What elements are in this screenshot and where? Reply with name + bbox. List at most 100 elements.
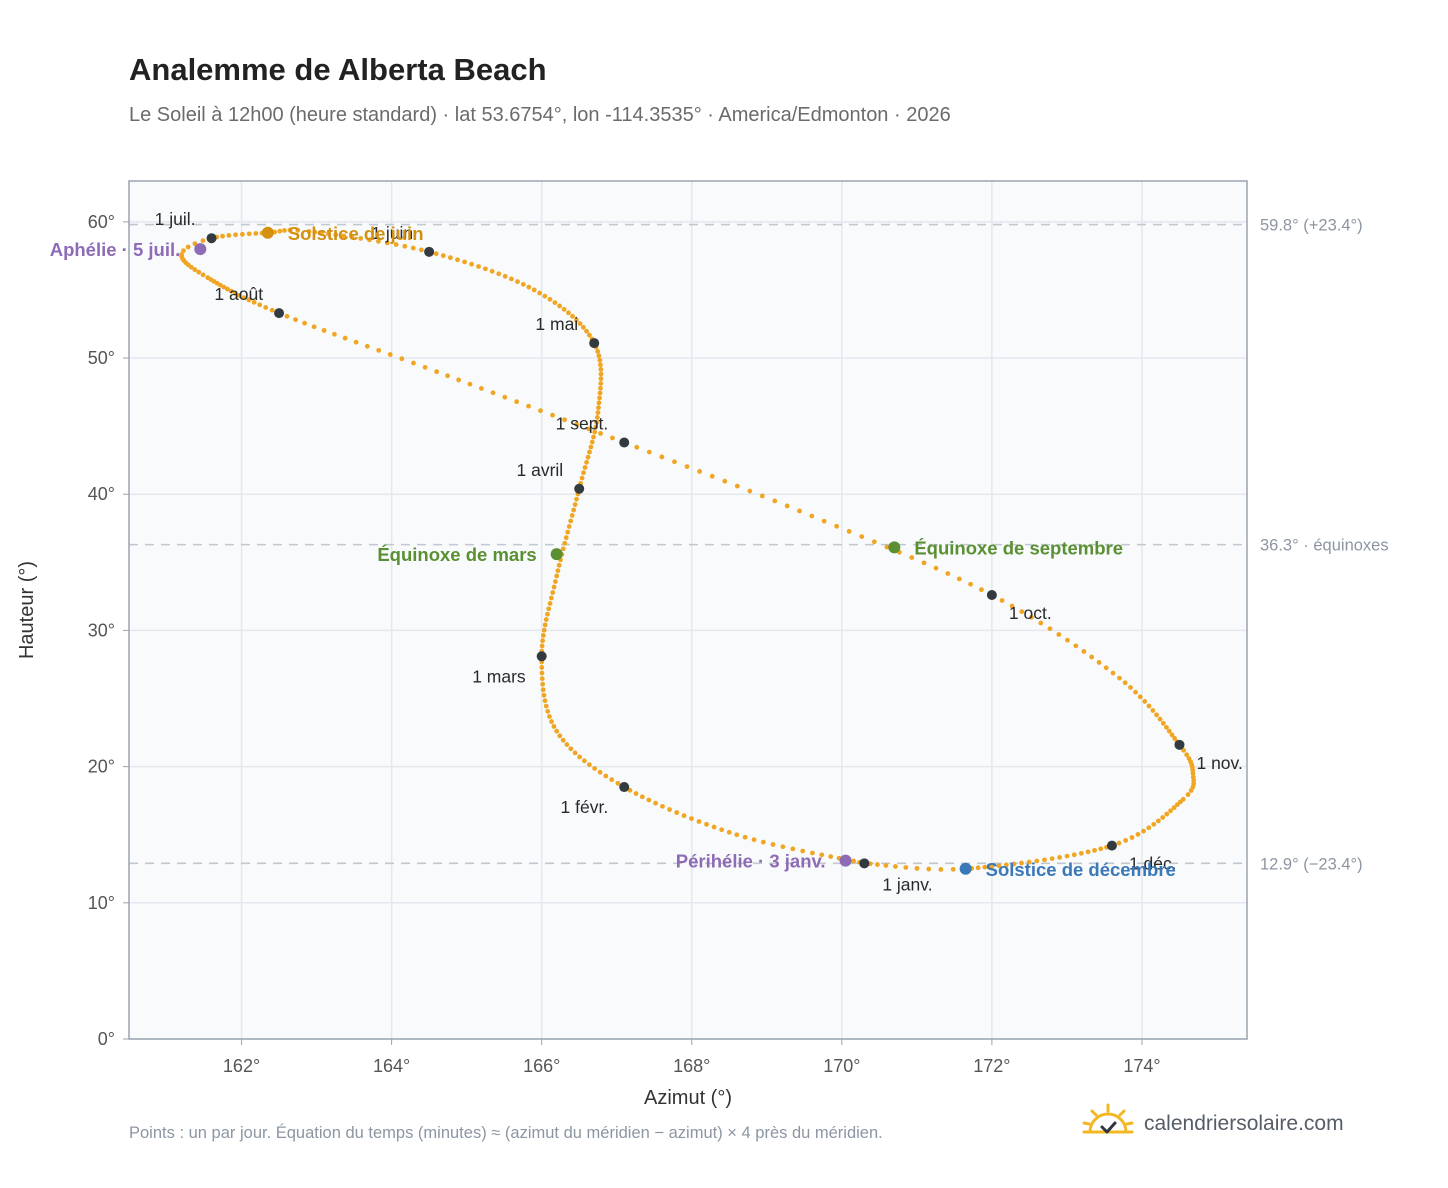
day-point <box>1151 821 1157 827</box>
day-point <box>734 483 740 489</box>
day-point <box>892 864 898 869</box>
plot-area <box>129 181 1247 1039</box>
day-point <box>1098 846 1104 852</box>
day-point <box>582 465 588 470</box>
day-point <box>597 390 603 396</box>
day-point <box>302 320 307 326</box>
day-point <box>364 343 370 349</box>
day-point <box>633 791 639 796</box>
day-point <box>903 865 909 870</box>
day-point <box>241 295 247 300</box>
day-point <box>1169 732 1175 738</box>
day-point <box>566 310 571 316</box>
day-point <box>597 357 603 363</box>
day-point <box>996 863 1002 869</box>
y-tick-label: 20° <box>88 757 115 777</box>
day-point <box>560 737 566 743</box>
y-tick-label: 0° <box>98 1029 115 1049</box>
month-label: 1 juil. <box>155 209 196 229</box>
day-point <box>697 469 703 474</box>
day-point <box>562 417 567 423</box>
day-point <box>358 236 364 241</box>
day-point <box>596 400 602 406</box>
footnote: Points : un par jour. Équation du temps … <box>129 1124 883 1142</box>
day-point <box>1164 724 1169 730</box>
day-point <box>393 242 399 247</box>
x-tick-label: 168° <box>673 1056 710 1076</box>
day-point <box>726 829 732 835</box>
day-point <box>584 328 589 334</box>
day-point <box>1019 860 1024 866</box>
month-label: 1 oct. <box>1009 603 1052 623</box>
day-point <box>1034 858 1040 864</box>
day-point <box>595 349 601 354</box>
x-tick-label: 170° <box>823 1056 860 1076</box>
day-point <box>1029 614 1034 620</box>
day-point <box>747 488 753 494</box>
day-point <box>502 273 508 279</box>
day-point <box>332 331 337 337</box>
day-point <box>581 324 586 330</box>
day-point <box>384 240 390 246</box>
day-point <box>246 231 252 237</box>
day-point <box>469 261 475 267</box>
day-point <box>874 862 880 867</box>
day-point <box>660 803 665 809</box>
day-point <box>596 405 601 411</box>
day-point <box>448 255 453 261</box>
month-marker <box>589 338 600 349</box>
event-label: Aphélie · 5 juil. <box>50 239 181 260</box>
day-point <box>353 339 359 345</box>
day-point <box>598 385 603 391</box>
day-point <box>979 587 984 593</box>
day-point <box>402 243 408 249</box>
day-point <box>196 269 202 275</box>
brand-logo[interactable]: calendriersolaire.com <box>1082 1102 1344 1146</box>
day-point <box>514 399 520 405</box>
event-label: Solstice de décembre <box>986 859 1176 880</box>
day-point <box>956 576 962 582</box>
day-point <box>1103 665 1109 671</box>
day-point <box>547 296 553 302</box>
event-markers: Solstice de juin Solstice de décembre Équi… <box>50 223 1176 880</box>
day-point <box>1190 771 1196 776</box>
reference-line-label: 59.8° (+23.4°) <box>1260 217 1363 235</box>
month-label: 1 nov. <box>1196 753 1242 773</box>
month-marker <box>424 246 435 257</box>
day-point <box>689 816 694 821</box>
day-point <box>1129 835 1135 840</box>
day-point <box>581 470 586 476</box>
day-point <box>1038 620 1044 626</box>
day-point <box>476 264 481 269</box>
y-tick-label: 30° <box>88 620 115 640</box>
x-tick-label: 166° <box>523 1056 560 1076</box>
day-point <box>422 364 428 370</box>
month-label: 1 déc. <box>1129 854 1177 874</box>
day-point <box>1146 703 1152 709</box>
day-point <box>950 866 956 872</box>
month-label: 1 avril <box>517 460 564 480</box>
day-point <box>926 866 932 872</box>
day-point <box>1064 853 1070 859</box>
day-point <box>1078 850 1084 856</box>
day-point <box>770 842 776 847</box>
day-point <box>1142 699 1148 704</box>
day-point <box>595 410 601 415</box>
x-tick-label: 172° <box>973 1056 1010 1076</box>
day-point <box>221 284 227 290</box>
event-marker <box>888 541 901 554</box>
day-point <box>557 733 563 739</box>
day-point <box>800 848 806 854</box>
day-point <box>1146 825 1152 831</box>
day-point <box>1026 859 1032 865</box>
day-point <box>914 865 920 871</box>
day-point <box>564 742 570 747</box>
day-point <box>1141 828 1146 834</box>
day-point <box>722 478 728 484</box>
day-point <box>586 332 592 338</box>
day-point <box>349 234 355 240</box>
x-tick-label: 174° <box>1123 1056 1160 1076</box>
day-point <box>410 245 416 251</box>
day-point <box>434 369 440 375</box>
day-point <box>790 846 796 852</box>
